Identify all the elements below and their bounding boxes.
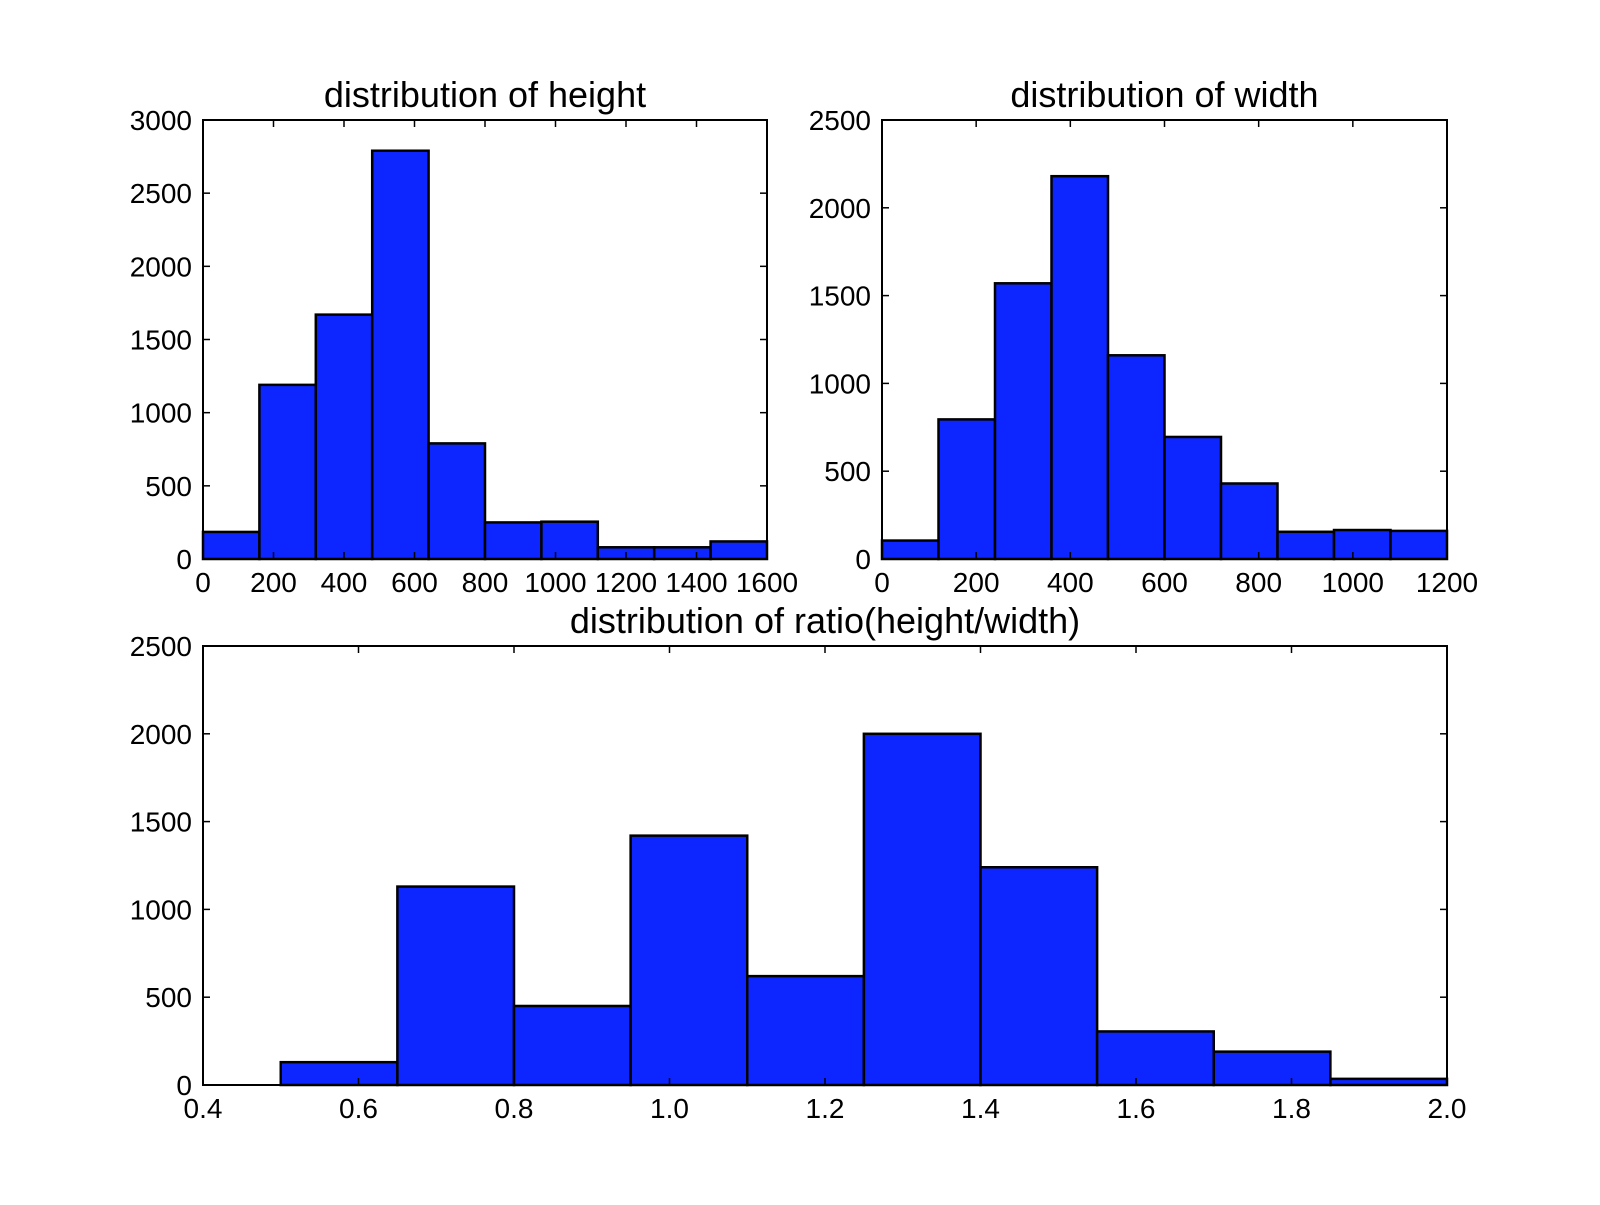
x-tick-label: 2.0 [1428, 1093, 1467, 1124]
x-tick-label: 1.2 [806, 1093, 845, 1124]
x-tick-label: 0.4 [184, 1093, 223, 1124]
histogram-bar [427, 442, 487, 561]
chart-title: distribution of height [324, 74, 646, 115]
y-tick-label: 2500 [130, 631, 192, 662]
y-tick-label: 2000 [809, 193, 871, 224]
x-tick-label: 1000 [524, 567, 586, 598]
histogram-bar [483, 521, 543, 561]
x-tick-label: 200 [953, 567, 1000, 598]
y-tick-label: 1500 [130, 325, 192, 356]
histogram-bar [370, 149, 430, 561]
histogram-bar [709, 540, 769, 561]
chart-title: distribution of ratio(height/width) [570, 600, 1080, 641]
chart-title: distribution of width [1010, 74, 1318, 115]
y-tick-label: 3000 [130, 105, 192, 136]
histogram-bar [652, 546, 712, 561]
y-tick-label: 1500 [130, 807, 192, 838]
x-tick-label: 0 [874, 567, 890, 598]
y-tick-label: 0 [855, 544, 871, 575]
width-histogram-panel: 0 200 400 600 800 1000 1200 0 500 1000 1500 2000 250… [809, 74, 1478, 598]
y-tick-label: 1000 [130, 398, 192, 429]
x-tick-label: 600 [1141, 567, 1188, 598]
x-tick-label: 600 [391, 567, 438, 598]
y-tick-label: 1500 [809, 281, 871, 312]
histogram-bar [937, 418, 997, 561]
x-tick-label: 1000 [1322, 567, 1384, 598]
x-tick-label: 800 [1235, 567, 1282, 598]
histogram-bar [1106, 354, 1166, 561]
histogram-bar [979, 866, 1099, 1087]
histogram-bar [629, 834, 749, 1087]
x-tick-label: 0.6 [339, 1093, 378, 1124]
x-tick-label: 0 [195, 567, 211, 598]
y-tick-label: 0 [176, 1070, 192, 1101]
histogram-bar [279, 1060, 399, 1087]
histogram-bar [258, 383, 318, 561]
x-tick-label: 400 [321, 567, 368, 598]
histogram-bar [1332, 528, 1392, 561]
histogram-bar [880, 539, 940, 561]
histogram-bar [1095, 1030, 1215, 1087]
y-tick-label: 1000 [809, 368, 871, 399]
histogram-bar [1276, 530, 1336, 561]
height-histogram-panel: 0 200 400 600 800 1000 1200 1400 1600 0 500 1000 150… [130, 74, 798, 598]
histogram-bar [1050, 174, 1110, 561]
x-tick-label: 800 [462, 567, 509, 598]
y-tick-label: 500 [145, 982, 192, 1013]
y-tick-label: 2500 [130, 178, 192, 209]
histogram-bar [1389, 529, 1449, 561]
histogram-bar [1212, 1050, 1332, 1087]
x-tick-label: 1600 [736, 567, 798, 598]
y-tick-label: 1000 [130, 894, 192, 925]
y-tick-label: 500 [145, 471, 192, 502]
y-tick-label: 0 [176, 544, 192, 575]
x-tick-label: 1.8 [1272, 1093, 1311, 1124]
x-tick-label: 1.0 [650, 1093, 689, 1124]
x-tick-label: 1400 [665, 567, 727, 598]
histogram-bar [1219, 482, 1279, 561]
x-tick-label: 1200 [1416, 567, 1478, 598]
y-tick-label: 2500 [809, 105, 871, 136]
x-tick-label: 0.8 [495, 1093, 534, 1124]
histogram-bar [314, 313, 374, 561]
x-tick-label: 400 [1047, 567, 1094, 598]
histogram-bar [993, 282, 1053, 561]
x-tick-label: 1.4 [961, 1093, 1000, 1124]
histogram-bar [396, 885, 516, 1087]
ratio-histogram-panel: 0.4 0.6 0.8 1.0 1.2 1.4 1.6 1.8 2.0 0 500 1000 1500 2… [130, 600, 1467, 1124]
histogram-bar [201, 530, 261, 561]
histogram-bar [746, 974, 866, 1087]
histogram-bar [540, 520, 600, 561]
x-tick-label: 1200 [595, 567, 657, 598]
histogram-bar [862, 732, 982, 1087]
x-tick-label: 1.6 [1117, 1093, 1156, 1124]
y-tick-label: 500 [824, 456, 871, 487]
y-tick-label: 2000 [130, 719, 192, 750]
histogram-bar [512, 1004, 632, 1087]
x-tick-label: 200 [250, 567, 297, 598]
histogram-bar [1163, 435, 1223, 561]
y-tick-label: 2000 [130, 251, 192, 282]
